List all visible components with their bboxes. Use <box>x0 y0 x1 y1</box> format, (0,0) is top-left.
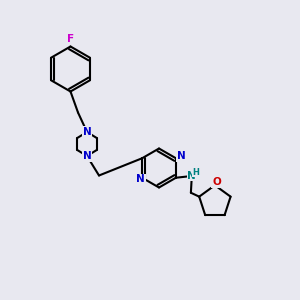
Text: H: H <box>193 167 200 176</box>
Text: O: O <box>212 177 221 187</box>
Text: F: F <box>67 34 74 44</box>
Text: N: N <box>82 151 91 161</box>
Text: N: N <box>136 174 145 184</box>
Text: N: N <box>82 127 91 137</box>
Text: N: N <box>188 171 196 181</box>
Text: N: N <box>177 152 186 161</box>
